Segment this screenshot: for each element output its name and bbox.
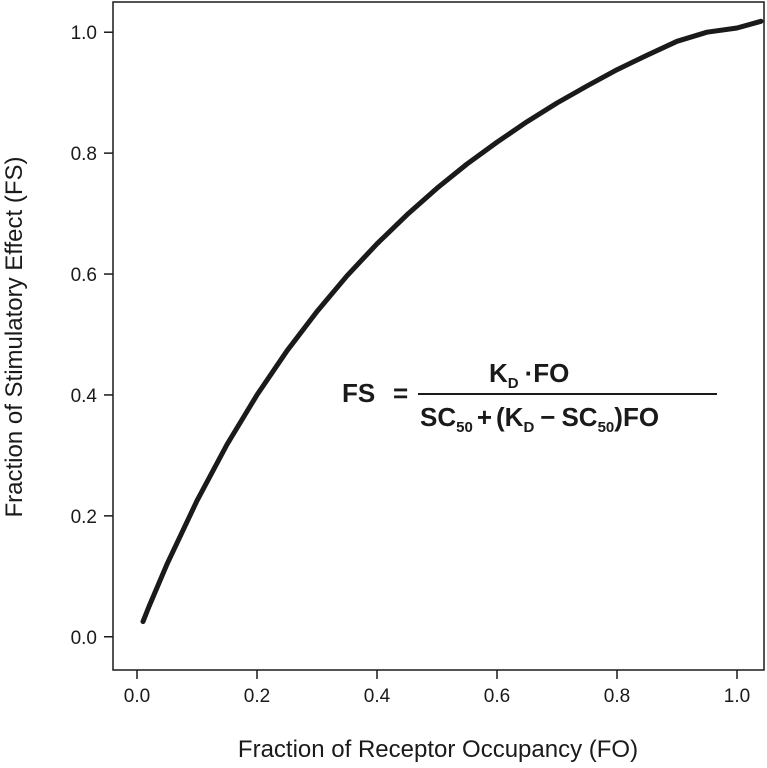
equation-equals: = [393, 378, 408, 408]
denominator-sc2-sub: 50 [598, 419, 615, 436]
y-axis: 0.0 0.2 0.4 0.6 0.8 1.0 [71, 23, 113, 649]
denominator-sc-sub: 50 [456, 419, 473, 436]
series-layer [140, 18, 764, 625]
x-axis: 0.0 0.2 0.4 0.6 0.8 1.0 [124, 670, 750, 707]
y-axis-label: Fraction of Stimulatory Effect (FS) [1, 157, 28, 518]
x-tick-label: 1.0 [724, 686, 750, 707]
numerator-dot: · [525, 358, 534, 388]
plot-frame [112, 1, 765, 671]
y-tick-label: 0.6 [71, 265, 97, 286]
y-tick-label: 0.2 [71, 507, 97, 528]
x-tick-label: 0.6 [484, 686, 510, 707]
y-tick-label: 0.0 [71, 628, 97, 649]
equation-lhs: FS [342, 378, 375, 408]
denominator-k-sub: D [523, 419, 534, 436]
denominator-close: )FO [614, 402, 659, 432]
denominator-sc2: SC [561, 402, 597, 432]
numerator-k-sub: D [508, 375, 519, 392]
equation-numerator: KD ·FO [489, 358, 569, 392]
x-tick-label: 0.0 [124, 686, 150, 707]
equation-denominator: SC50 + (KD − SC50)FO [420, 402, 659, 436]
x-tick-label: 0.8 [604, 686, 630, 707]
denominator-minus: − [540, 402, 555, 432]
x-axis-label: Fraction of Receptor Occupancy (FO) [238, 736, 638, 763]
numerator-fo: FO [533, 358, 569, 388]
equation-annotation: FS = KD ·FO SC50 + (KD − SC50)FO [342, 358, 717, 436]
denominator-open: (K [496, 402, 524, 432]
denominator-plus: + [477, 402, 492, 432]
y-tick-label: 0.4 [71, 386, 98, 407]
numerator-k: K [489, 358, 508, 388]
denominator-sc: SC [420, 402, 456, 432]
y-tick-label: 1.0 [71, 23, 97, 44]
x-tick-label: 0.4 [364, 686, 391, 707]
fs-fo-curve [140, 18, 764, 625]
y-tick-label: 0.8 [71, 144, 97, 165]
x-tick-label: 0.2 [244, 686, 270, 707]
